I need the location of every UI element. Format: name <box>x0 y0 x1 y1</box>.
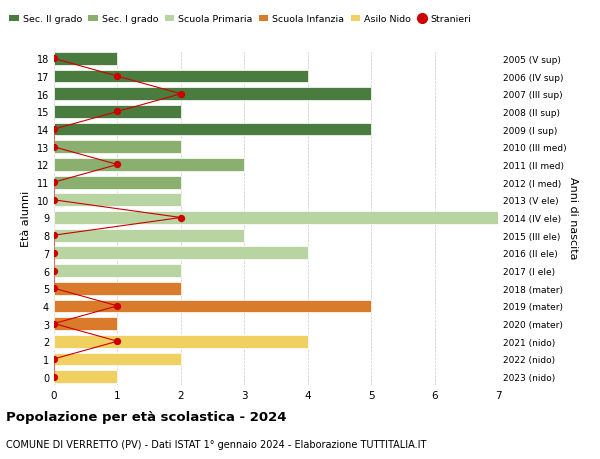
Point <box>49 355 59 363</box>
Bar <box>54 300 371 313</box>
Point <box>113 108 122 116</box>
Point <box>176 214 185 222</box>
Y-axis label: Anni di nascita: Anni di nascita <box>568 177 578 259</box>
Point <box>49 179 59 186</box>
Bar <box>54 282 181 295</box>
Bar <box>54 123 371 136</box>
Legend: Sec. II grado, Sec. I grado, Scuola Primaria, Scuola Infanzia, Asilo Nido, Stran: Sec. II grado, Sec. I grado, Scuola Prim… <box>5 11 475 28</box>
Point <box>113 73 122 81</box>
Bar <box>54 230 244 242</box>
Bar <box>54 53 118 66</box>
Bar <box>54 71 308 83</box>
Bar <box>54 335 308 348</box>
Y-axis label: Età alunni: Età alunni <box>21 190 31 246</box>
Text: Popolazione per età scolastica - 2024: Popolazione per età scolastica - 2024 <box>6 410 287 423</box>
Text: COMUNE DI VERRETTO (PV) - Dati ISTAT 1° gennaio 2024 - Elaborazione TUTTITALIA.I: COMUNE DI VERRETTO (PV) - Dati ISTAT 1° … <box>6 440 427 449</box>
Bar <box>54 318 118 330</box>
Point <box>49 144 59 151</box>
Point <box>49 267 59 274</box>
Bar <box>54 353 181 365</box>
Bar <box>54 141 181 154</box>
Bar <box>54 247 308 260</box>
Bar <box>54 212 562 224</box>
Bar <box>54 370 118 383</box>
Point <box>49 320 59 328</box>
Point <box>49 56 59 63</box>
Point <box>113 162 122 169</box>
Bar <box>54 159 244 172</box>
Point <box>176 91 185 98</box>
Point <box>113 302 122 310</box>
Point <box>49 373 59 381</box>
Point <box>113 338 122 345</box>
Bar <box>54 106 181 118</box>
Point <box>49 232 59 239</box>
Point <box>49 126 59 134</box>
Bar <box>54 88 371 101</box>
Bar <box>54 176 181 189</box>
Bar <box>54 194 181 207</box>
Point <box>49 197 59 204</box>
Point <box>49 250 59 257</box>
Bar <box>54 264 181 277</box>
Point <box>49 285 59 292</box>
